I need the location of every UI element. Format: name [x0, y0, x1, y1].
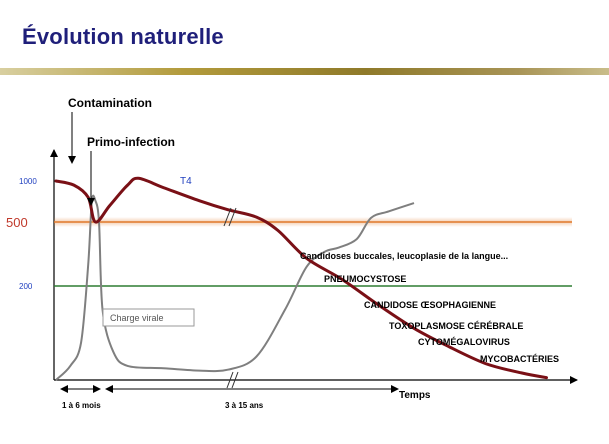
annotation-candidose-oesophagienne: CANDIDOSE ŒSOPHAGIENNE	[364, 300, 496, 310]
x-axis-label: Temps	[399, 390, 431, 401]
axis-break-t4	[223, 207, 237, 227]
annotation-toxoplasmose-cerebrale: TOXOPLASMOSE CÉRÉBRALE	[389, 321, 523, 331]
annotation-mycobacteries: MYCOBACTÉRIES	[480, 354, 559, 364]
series-line-charge-virale	[55, 194, 415, 381]
series-label-t4: T4	[180, 176, 192, 187]
period-label-latency: 3 à 15 ans	[225, 401, 264, 410]
y-tick-label-200: 200	[19, 282, 33, 291]
annotation-candidoses-buccales: Candidoses buccales, leucoplasie de la l…	[300, 251, 508, 261]
slide-title: Évolution naturelle	[22, 24, 224, 49]
legend-box-charge-virale	[102, 308, 195, 327]
period-label-primo: 1 à 6 mois	[62, 401, 101, 410]
series-line-t4	[54, 176, 548, 380]
series-label-charge-virale: Charge virale	[110, 313, 164, 323]
annotation-cytomegalovirus: CYTOMÉGALOVIRUS	[418, 337, 510, 347]
title-divider	[0, 68, 609, 75]
annotation-primo-infection: Primo-infection	[87, 135, 175, 149]
annotation-pneumocystose: PNEUMOCYSTOSE	[324, 274, 406, 284]
y-tick-label-1000: 1000	[19, 177, 37, 186]
annotation-contamination: Contamination	[68, 96, 152, 110]
y-tick-label-500: 500	[6, 215, 28, 230]
